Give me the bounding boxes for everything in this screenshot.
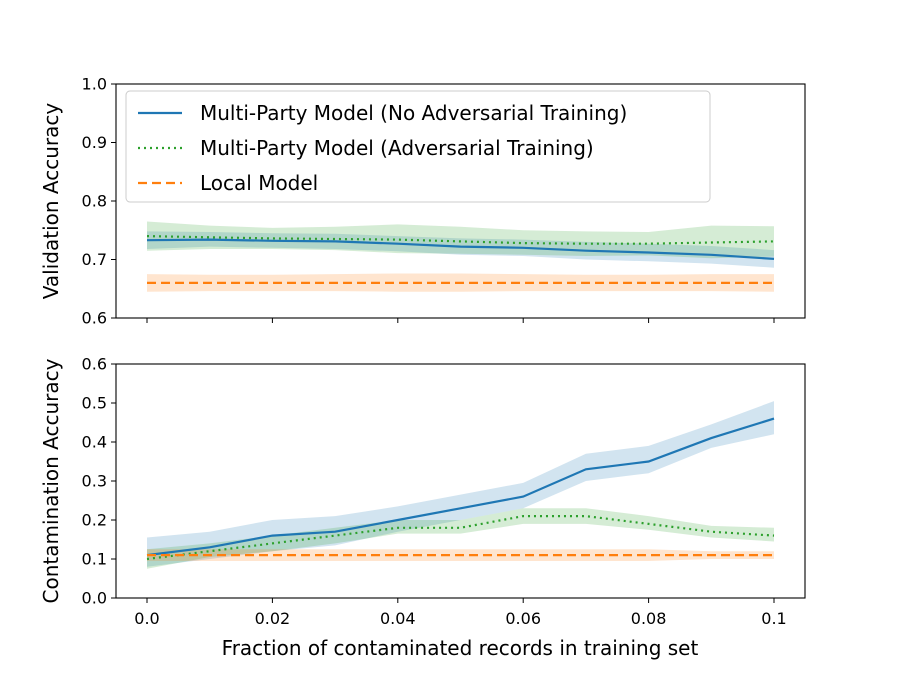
- y-tick-label: 0.3: [82, 472, 107, 491]
- y-tick-label: 0.0: [82, 589, 107, 608]
- y-tick-label: 0.8: [82, 192, 107, 211]
- y-tick-label: 0.7: [82, 250, 107, 269]
- y-tick-label: 0.9: [82, 133, 107, 152]
- x-tick-label: 0.0: [134, 609, 159, 628]
- contamination-accuracy-panel: Contamination Accuracy Fraction of conta…: [39, 355, 806, 660]
- y-tick-label: 1.0: [82, 75, 107, 94]
- y-axis-label: Validation Accuracy: [39, 103, 63, 300]
- x-tick-label: 0.02: [255, 609, 291, 628]
- y-axis-label: Contamination Accuracy: [39, 358, 63, 603]
- legend-frame: [125, 90, 711, 203]
- y-tick-label: 0.1: [82, 550, 107, 569]
- axes-frame: [115, 363, 806, 599]
- confidence-band-0: [147, 401, 774, 567]
- y-tick-label: 0.2: [82, 511, 107, 530]
- legend-label-0: Multi-Party Model (No Adversarial Traini…: [200, 101, 627, 125]
- legend-label-1: Multi-Party Model (Adversarial Training): [200, 136, 594, 160]
- legend-label-2: Local Model: [200, 171, 318, 195]
- y-tick-label: 0.6: [82, 309, 107, 328]
- confidence-band-1: [147, 221, 774, 259]
- y-tick-label: 0.6: [82, 355, 107, 374]
- x-tick-label: 0.04: [380, 609, 416, 628]
- plot-area: [146, 401, 775, 569]
- series-line-0: [146, 417, 775, 557]
- plot-area: [146, 221, 775, 292]
- validation-accuracy-panel: Validation Accuracy 0.6 0.7 0.8 0.9 1.0 Multi…: [39, 75, 806, 328]
- x-axis-label: Fraction of contaminated records in trai…: [222, 636, 699, 660]
- x-tick-label: 0.1: [761, 609, 786, 628]
- series-line-0: [146, 238, 775, 260]
- confidence-band-1: [147, 508, 774, 569]
- x-tick-label: 0.08: [631, 609, 667, 628]
- x-tick-label: 0.06: [505, 609, 541, 628]
- y-tick-label: 0.5: [82, 394, 107, 413]
- legend: Multi-Party Model (No Adversarial Traini…: [125, 90, 711, 203]
- series-line-1: [146, 235, 775, 245]
- y-tick-label: 0.4: [82, 433, 107, 452]
